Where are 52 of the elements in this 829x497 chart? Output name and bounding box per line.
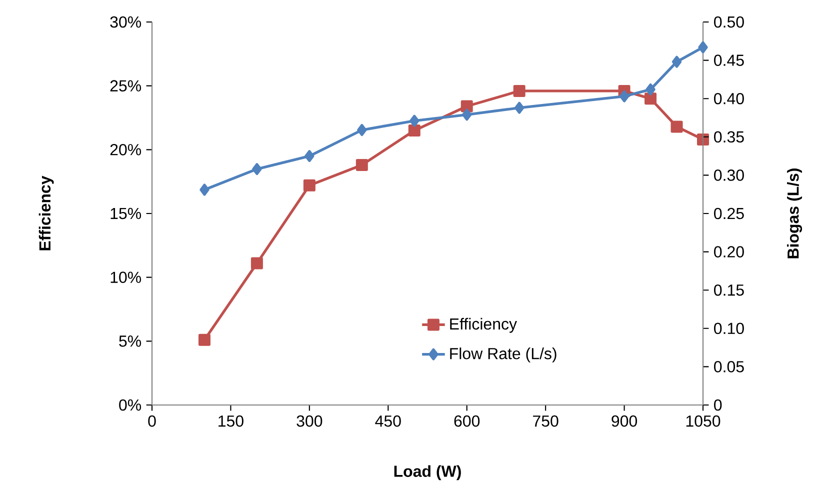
y2-tick-label: 0.30 [714,170,744,181]
y2-tick-label: 0.45 [714,54,744,66]
point [303,179,316,192]
point [644,92,657,105]
y2-tick-label: 0.25 [714,208,744,220]
x-tick-label: 150 [218,415,244,427]
point [304,150,314,162]
point [670,120,683,133]
y-tick-label: 5% [119,336,142,347]
point [200,184,210,196]
point [460,100,473,112]
y-tick-label: 15% [110,208,142,220]
y2-tick-label: 0.20 [714,246,744,258]
point [357,124,367,136]
point [410,114,420,127]
y2-axis-title: Biogas (L/s) [787,168,802,258]
x-tick-label: 1050 [686,415,720,427]
y-axis-title: Efficiency [38,176,54,250]
x-tick-label: 750 [533,415,558,427]
point [198,334,210,346]
y2-tick-label: 0 [714,399,722,411]
x-axis-title: Load (W) [394,465,461,480]
point [672,56,682,68]
y-tick-label: 25% [110,80,142,92]
point [513,84,526,97]
point [252,163,262,176]
point [250,257,263,270]
legend-label: Efficiency [450,318,517,333]
x-tick-label: 300 [296,415,322,427]
point [697,133,710,146]
x-tick-label: 600 [454,415,480,427]
y2-tick-label: 0.10 [714,322,744,334]
y2-tick-label: 0.50 [714,16,744,28]
legend-label: Flow Rate (L/s) [450,348,556,362]
point [356,158,368,171]
y-tick-label: 20% [110,144,142,156]
y2-tick-label: 0.40 [714,92,744,104]
point [462,108,472,121]
point [408,124,420,137]
y-tick-label: 0% [119,399,142,411]
y2-tick-label: 0.15 [714,284,744,296]
x-tick-label: 0 [148,415,156,427]
y-tick-label: 10% [110,272,142,283]
y2-tick-label: 0.35 [714,131,744,143]
point [619,90,630,102]
y2-tick-label: 0.05 [714,361,744,372]
x-tick-label: 900 [612,415,638,427]
x-tick-label: 450 [375,415,401,427]
point [698,41,708,54]
y-tick-label: 30% [110,16,142,28]
point [646,83,656,96]
point [514,102,524,114]
